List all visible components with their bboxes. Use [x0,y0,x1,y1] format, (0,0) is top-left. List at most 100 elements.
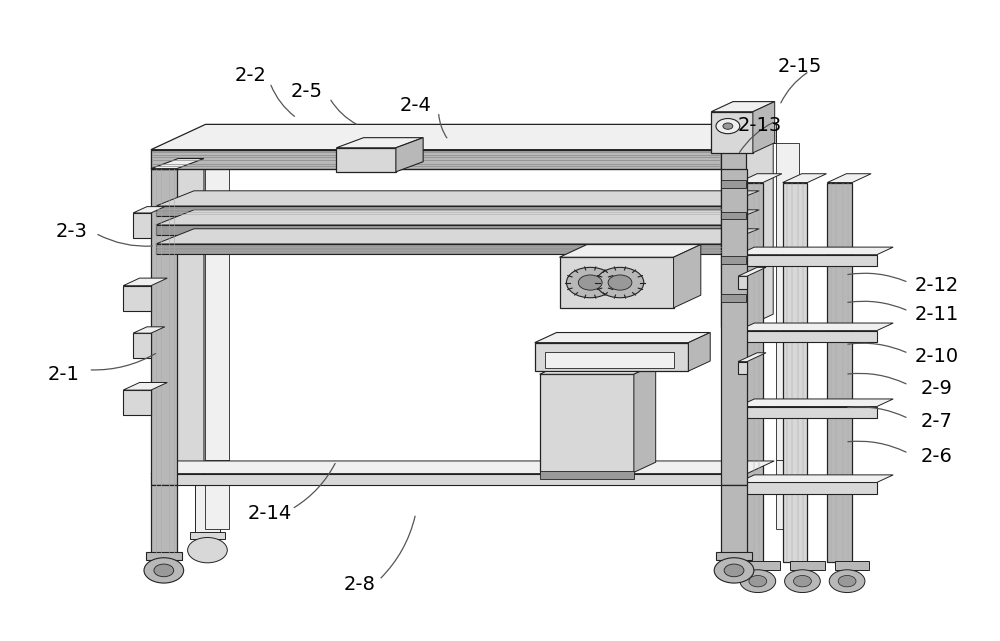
Circle shape [716,119,740,134]
Polygon shape [827,174,871,183]
Circle shape [724,564,744,577]
Bar [195,465,220,535]
Bar [205,132,776,144]
Polygon shape [738,174,782,183]
Text: 2-5: 2-5 [291,82,323,101]
Text: 2-11: 2-11 [914,304,958,324]
Bar [721,485,747,554]
Bar [336,148,396,172]
Bar [146,552,182,560]
Circle shape [749,576,767,587]
Circle shape [723,123,733,129]
Polygon shape [123,383,167,390]
Bar [156,206,721,216]
Bar [721,294,746,301]
Bar [721,180,746,188]
Bar [776,144,799,460]
Bar [721,256,746,263]
Text: 2-14: 2-14 [248,504,292,523]
Polygon shape [674,245,701,308]
Bar [151,169,177,485]
Bar [205,460,229,529]
Polygon shape [738,267,766,276]
Bar [156,225,721,235]
Polygon shape [634,364,656,472]
Bar [738,276,747,289]
Bar [560,257,674,308]
Bar [827,183,852,562]
Bar [716,552,752,560]
Bar [721,212,746,219]
Polygon shape [738,323,893,331]
Bar [738,331,877,342]
Polygon shape [156,191,759,206]
Bar [721,150,746,327]
Text: 2-3: 2-3 [56,222,88,242]
Circle shape [154,564,174,577]
Polygon shape [738,353,766,362]
Text: 2-1: 2-1 [48,365,80,384]
Bar [190,532,225,540]
Bar [540,471,634,479]
Polygon shape [688,333,710,371]
Polygon shape [721,137,773,150]
Bar [205,124,776,144]
Circle shape [144,558,184,583]
Polygon shape [156,210,759,225]
Bar [156,244,721,254]
Bar [711,112,753,153]
Polygon shape [738,475,893,483]
Circle shape [838,576,856,587]
Bar [151,150,721,169]
Text: 2-9: 2-9 [920,379,952,398]
Polygon shape [753,101,775,153]
Text: 2-10: 2-10 [914,347,958,366]
Bar [133,333,151,358]
Circle shape [829,570,865,592]
Bar [738,183,763,562]
Bar [738,483,877,494]
Bar [195,149,220,465]
Bar [738,362,747,374]
Bar [783,183,807,562]
Bar [151,485,177,554]
Polygon shape [151,158,204,169]
Polygon shape [133,327,165,333]
Bar [133,213,151,238]
Bar [123,390,151,415]
Bar [776,460,799,529]
Polygon shape [133,206,165,213]
Polygon shape [156,229,759,244]
Polygon shape [746,137,773,327]
Bar [545,352,674,368]
Bar [123,286,151,311]
Text: 2-4: 2-4 [400,96,432,115]
Text: 2-7: 2-7 [920,412,952,431]
Polygon shape [123,278,167,286]
Text: 2-8: 2-8 [343,576,375,594]
Polygon shape [738,399,893,406]
Bar [790,561,825,570]
Polygon shape [738,247,893,254]
Bar [835,561,869,570]
Polygon shape [711,101,775,112]
Polygon shape [396,138,423,172]
Text: 2-12: 2-12 [914,276,958,296]
Text: 2-6: 2-6 [920,447,952,466]
Circle shape [714,558,754,583]
Bar [540,374,634,472]
Circle shape [785,570,820,592]
Bar [205,144,229,460]
Polygon shape [177,158,204,485]
Bar [151,474,747,485]
Polygon shape [783,174,827,183]
Polygon shape [151,461,774,474]
Circle shape [566,267,614,297]
Polygon shape [560,245,701,257]
Circle shape [608,275,632,290]
Circle shape [740,570,776,592]
Circle shape [578,275,602,290]
Circle shape [794,576,811,587]
Text: 2-2: 2-2 [234,65,266,85]
Bar [535,343,688,371]
